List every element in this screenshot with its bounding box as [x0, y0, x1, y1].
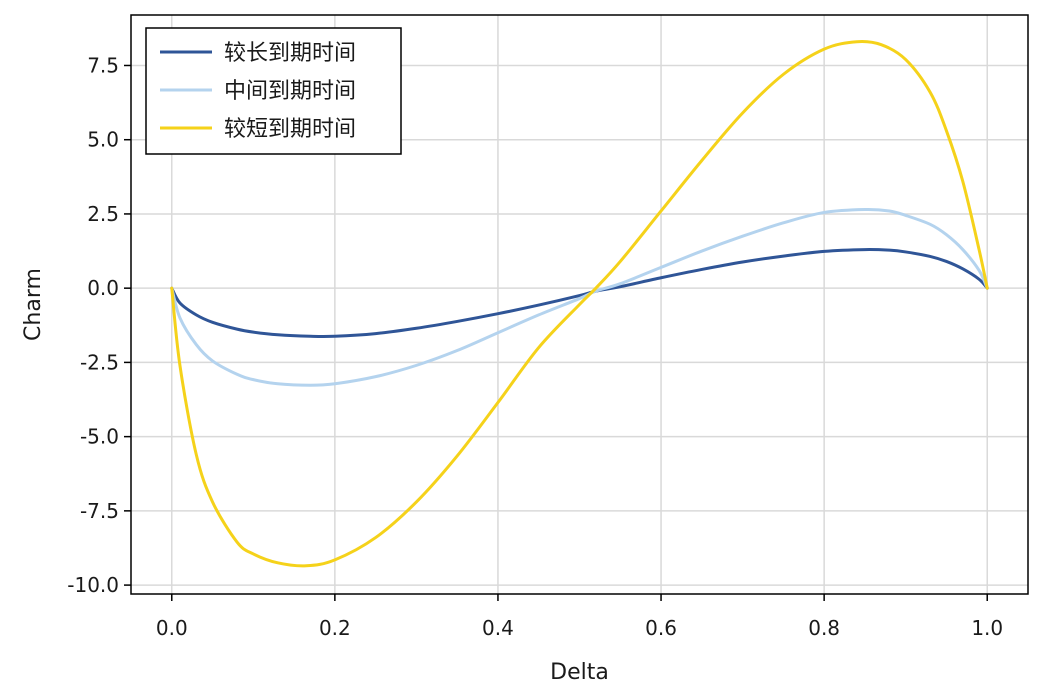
y-tick-label: 7.5	[87, 53, 119, 77]
axis-ticks: 0.0 0.2 0.4 0.6 0.8 1.0 -10.0 -7.5 -5.0 -2.5 0.0 2.…	[67, 53, 1003, 640]
legend-label: 较长到期时间	[224, 41, 356, 66]
series-line-3	[170, 39, 989, 568]
grid	[131, 15, 1028, 594]
y-tick-label: 5.0	[87, 128, 119, 152]
legend-label: 中间到期时间	[224, 79, 356, 104]
y-tick-label: -2.5	[80, 350, 119, 374]
x-tick-label: 0.6	[645, 616, 677, 640]
y-tick-label: -10.0	[67, 573, 119, 597]
series-lines	[170, 39, 989, 568]
y-tick-label: 2.5	[87, 202, 119, 226]
x-tick-label: 1.0	[971, 616, 1003, 640]
x-tick-label: 0.0	[156, 616, 188, 640]
x-tick-label: 0.8	[808, 616, 840, 640]
y-tick-label: -7.5	[80, 499, 119, 523]
x-tick-label: 0.4	[482, 616, 514, 640]
x-axis-label: Delta	[550, 660, 609, 685]
y-axis-label: Charm	[21, 268, 46, 341]
y-tick-label: 0.0	[87, 276, 119, 300]
x-tick-label: 0.2	[319, 616, 351, 640]
legend-label: 较短到期时间	[224, 117, 356, 142]
plot-frame	[130, 14, 1029, 595]
y-tick-label: -5.0	[80, 425, 119, 449]
